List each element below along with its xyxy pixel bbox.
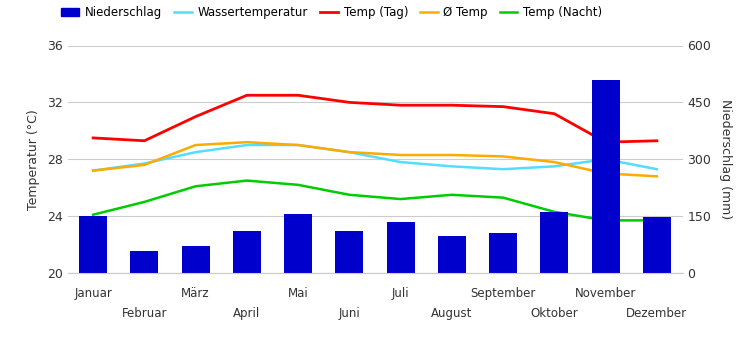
- Text: Oktober: Oktober: [530, 307, 578, 320]
- Bar: [489, 233, 518, 273]
- Text: April: April: [233, 307, 260, 320]
- Text: Juni: Juni: [338, 307, 360, 320]
- Bar: [335, 231, 364, 273]
- Legend: Niederschlag, Wassertemperatur, Temp (Tag), Ø Temp, Temp (Nacht): Niederschlag, Wassertemperatur, Temp (Ta…: [57, 1, 608, 24]
- Bar: [182, 246, 210, 273]
- Y-axis label: Temperatur (°C): Temperatur (°C): [27, 109, 40, 210]
- Text: September: September: [470, 287, 536, 300]
- Text: Februar: Februar: [122, 307, 167, 320]
- Bar: [386, 222, 415, 273]
- Text: Januar: Januar: [74, 287, 112, 300]
- Bar: [232, 231, 261, 273]
- Text: März: März: [182, 287, 210, 300]
- Bar: [592, 80, 620, 273]
- Bar: [643, 217, 671, 273]
- Bar: [284, 214, 312, 273]
- Text: Mai: Mai: [288, 287, 308, 300]
- Bar: [130, 251, 158, 273]
- Y-axis label: Niederschlag (mm): Niederschlag (mm): [719, 99, 732, 219]
- Text: Juli: Juli: [392, 287, 410, 300]
- Text: August: August: [431, 307, 472, 320]
- Bar: [79, 216, 107, 273]
- Bar: [438, 236, 466, 273]
- Text: Dezember: Dezember: [626, 307, 688, 320]
- Bar: [540, 211, 568, 273]
- Text: November: November: [575, 287, 636, 300]
